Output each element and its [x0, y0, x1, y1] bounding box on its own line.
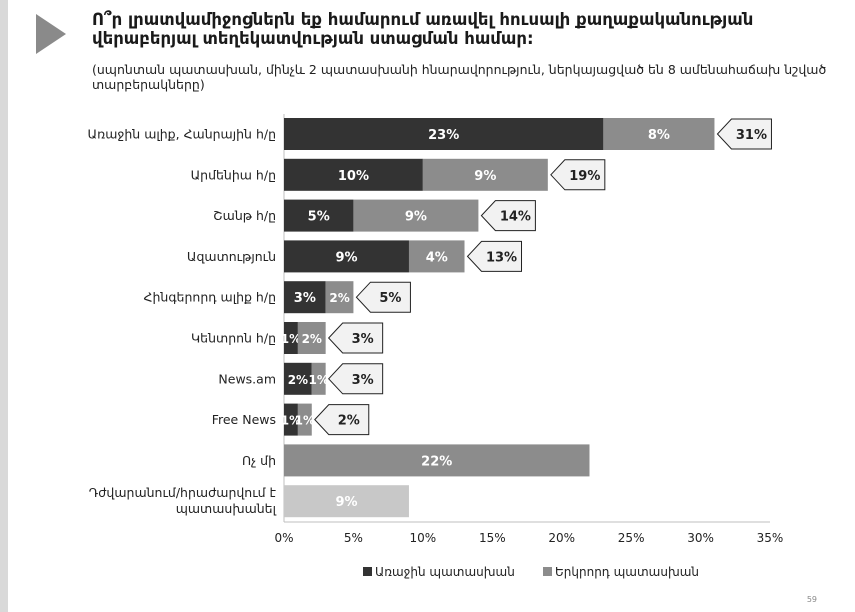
triangle-arrow-icon: [36, 14, 66, 54]
bar-second-answer: [353, 199, 479, 232]
category-label: Կենտրոն հ/ը: [191, 331, 276, 346]
bar-value-label: 1%: [309, 373, 329, 387]
total-callout: [355, 281, 411, 313]
x-tick-label: 15%: [479, 531, 506, 545]
bar-value-label: 1%: [281, 332, 301, 346]
total-label: 14%: [500, 210, 531, 225]
x-tick-label: 0%: [274, 531, 293, 545]
bar-first-answer: [284, 118, 604, 150]
bar-value-label: 4%: [426, 250, 448, 265]
bar-value-label: 2%: [288, 373, 308, 387]
legend-swatch-second: [543, 567, 552, 576]
total-label: 19%: [569, 169, 600, 184]
x-tick-label: 35%: [757, 531, 784, 545]
category-label: Արմենիա հ/ը: [191, 167, 276, 182]
total-label: 5%: [379, 291, 401, 306]
bar-value-label: 1%: [281, 414, 301, 428]
bar-value-label: 8%: [648, 128, 670, 143]
bar-first-answer: [284, 199, 354, 232]
category-label: Free News: [212, 412, 276, 427]
bar-value-label: 9%: [405, 210, 427, 225]
bar-second-answer: [325, 281, 354, 314]
total-callout: [314, 404, 370, 436]
bar-second-answer: [422, 158, 548, 191]
total-label: 13%: [486, 250, 517, 265]
total-callout: [716, 118, 772, 150]
bar-value-label: 1%: [295, 414, 315, 428]
total-label: 31%: [736, 128, 767, 143]
bar-first-answer: [284, 240, 409, 273]
bar-first-answer: [284, 281, 326, 314]
total-callout: [550, 159, 606, 191]
bar-value-label: 22%: [421, 454, 452, 469]
bar-second-answer: [408, 240, 465, 273]
total-label: 3%: [352, 332, 374, 347]
category-label: Ոչ մի: [242, 453, 276, 468]
bar-second-answer: [297, 403, 312, 436]
bar-value-label: 9%: [335, 250, 357, 265]
x-tick-label: 20%: [548, 531, 575, 545]
bar-second-answer: [297, 322, 326, 354]
bar-value-label: 2%: [329, 291, 349, 305]
bar-value-label: 5%: [308, 210, 330, 225]
bar-first-answer: [284, 158, 423, 191]
bar-first-answer: [284, 485, 409, 518]
category-label: Շանթ հ/ը: [213, 208, 276, 223]
total-label: 2%: [338, 414, 360, 429]
legend-label: Առաջին պատասխան: [375, 565, 515, 579]
category-label: Դժվարանում/հրաժարվում է պատասխանել: [89, 485, 277, 516]
total-callout: [327, 363, 384, 395]
category-label: Առաջին ալիք, Հանրային հ/ը: [88, 127, 276, 142]
chart-title: Ո՞ր լրատվամիջոցներն եք համարում առավել հ…: [92, 10, 754, 48]
bar-value-label: 2%: [302, 332, 322, 346]
slide: Ո՞ր լրատվամիջոցներն եք համարում առավել հ…: [8, 0, 855, 612]
bar-first-answer: [284, 322, 298, 354]
category-label: Հինգերորդ ալիք հ/ը: [144, 290, 276, 305]
bar-value-label: 9%: [474, 169, 496, 184]
bar-value-label: 3%: [294, 291, 316, 306]
stacked-bar-chart: 0% 5% 10% 15% 20% 25% 30% 35% Առաջին ալիք, Հանրա…: [88, 114, 784, 579]
bar-value-label: 23%: [428, 128, 459, 143]
chart-subtitle: (սպոնտան պատասխան, մինչև 2 պատասխանի հնա…: [92, 62, 827, 92]
legend-swatch-first: [363, 567, 372, 576]
bar-first-answer: [284, 362, 312, 395]
total-callout: [327, 322, 384, 354]
x-tick-label: 25%: [618, 531, 645, 545]
bar-first-answer: [284, 444, 590, 477]
bar-first-answer: [284, 403, 298, 436]
x-tick-label: 5%: [344, 531, 363, 545]
bar-second-answer: [603, 118, 715, 150]
bar-second-answer: [311, 362, 326, 395]
x-tick-label: 10%: [410, 531, 437, 545]
total-callout: [480, 200, 536, 232]
bar-value-label: 9%: [335, 495, 357, 510]
page-number: 59: [806, 595, 817, 604]
total-label: 3%: [352, 373, 374, 388]
bar-value-label: 10%: [338, 169, 369, 184]
category-label: Ազատություն: [187, 249, 276, 264]
x-tick-label: 30%: [687, 531, 714, 545]
total-callout: [466, 240, 523, 272]
legend-label: Երկրորդ պատասխան: [555, 565, 699, 579]
category-label: News.am: [218, 371, 276, 386]
